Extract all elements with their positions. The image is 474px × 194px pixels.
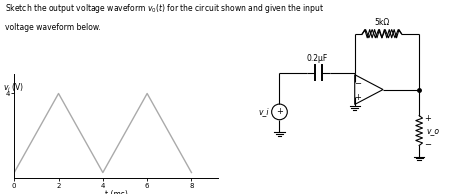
X-axis label: t (ms): t (ms) [105, 190, 128, 194]
Text: Sketch the output voltage waveform $v_0(t)$ for the circuit shown and given the : Sketch the output voltage waveform $v_0(… [5, 2, 324, 15]
Text: v_i: v_i [259, 107, 269, 116]
Text: $v_i$ (V): $v_i$ (V) [3, 82, 24, 94]
Text: 0.2μF: 0.2μF [306, 54, 328, 62]
Text: $+$: $+$ [354, 92, 362, 102]
Text: 5kΩ: 5kΩ [374, 18, 390, 27]
Text: +: + [276, 107, 283, 116]
Text: $-$: $-$ [354, 78, 362, 87]
Text: voltage waveform below.: voltage waveform below. [5, 23, 100, 32]
Text: v_o: v_o [426, 126, 439, 135]
Text: +: + [424, 114, 431, 123]
Text: $-$: $-$ [424, 138, 432, 147]
